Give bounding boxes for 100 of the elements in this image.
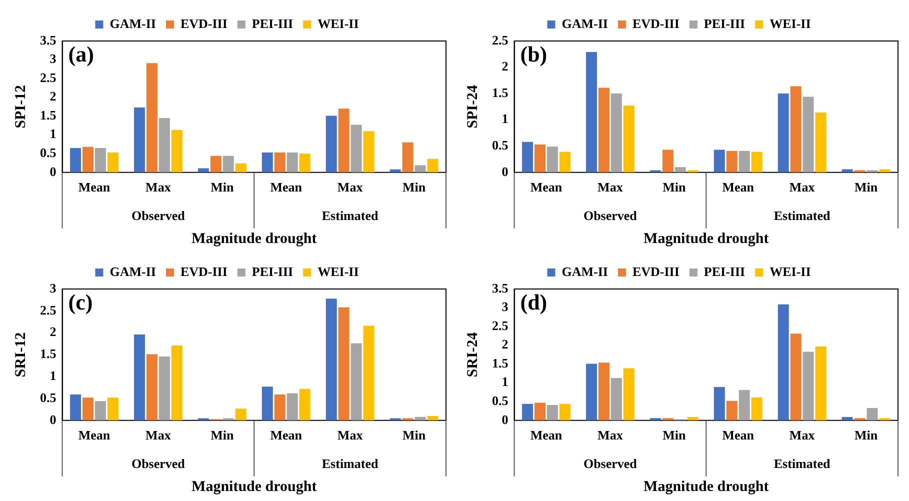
bar bbox=[70, 394, 82, 420]
x-tick-label: Max bbox=[337, 428, 364, 443]
bar bbox=[402, 142, 414, 172]
x-tick-label: Max bbox=[789, 428, 816, 443]
bar bbox=[350, 343, 362, 420]
bar bbox=[802, 96, 814, 172]
legend-label: PEI-III bbox=[252, 264, 294, 279]
bar bbox=[94, 148, 106, 172]
bar bbox=[94, 401, 106, 420]
bar bbox=[598, 88, 610, 172]
y-tick-label: 1.5 bbox=[40, 346, 57, 362]
y-tick-label: 3 bbox=[50, 51, 57, 66]
bar bbox=[546, 146, 558, 172]
y-axis-title: SPI-24 bbox=[464, 84, 481, 128]
x-tick-label: Min bbox=[210, 180, 234, 195]
y-tick-label: 1 bbox=[50, 368, 56, 383]
bar bbox=[262, 152, 273, 172]
y-tick-label: 2.5 bbox=[492, 32, 509, 48]
bar bbox=[623, 368, 634, 420]
text: Estimated bbox=[322, 208, 379, 223]
y-tick-label: 0 bbox=[50, 412, 56, 427]
bar bbox=[738, 390, 750, 420]
bar bbox=[815, 112, 826, 172]
bar bbox=[751, 152, 762, 172]
y-tick-label: 1 bbox=[502, 111, 508, 126]
y-tick-label: 0.5 bbox=[492, 392, 509, 408]
bar bbox=[546, 405, 558, 420]
x-tick-label: Min bbox=[854, 428, 878, 443]
bar bbox=[338, 108, 350, 172]
bar bbox=[559, 404, 570, 420]
bar bbox=[286, 152, 298, 172]
x-tick-label: Mean bbox=[78, 180, 111, 195]
y-tick-label: 0.5 bbox=[40, 390, 57, 405]
x-tick-label: Mean bbox=[722, 180, 755, 195]
bar bbox=[610, 94, 622, 172]
x-tick-label: Mean bbox=[530, 428, 563, 443]
text: Observed bbox=[583, 208, 638, 223]
x-tick-label: Min bbox=[662, 428, 686, 443]
bar bbox=[610, 378, 622, 420]
chart-title: (a) bbox=[68, 42, 94, 67]
bar bbox=[222, 156, 234, 172]
chart-title: (d) bbox=[520, 290, 548, 315]
bar bbox=[262, 386, 273, 420]
bar bbox=[879, 169, 890, 172]
bar bbox=[674, 167, 686, 172]
y-tick-label: 3 bbox=[502, 299, 509, 314]
text: Observed bbox=[583, 456, 638, 471]
bar bbox=[866, 408, 878, 420]
bar bbox=[326, 298, 337, 420]
bar bbox=[134, 334, 145, 420]
legend-label: GAM-II bbox=[562, 264, 608, 279]
bar bbox=[790, 334, 802, 420]
legend-label: PEI-III bbox=[252, 16, 294, 31]
y-tick-label: 1.5 bbox=[492, 355, 509, 370]
bar bbox=[714, 150, 725, 172]
y-tick-label: 1.5 bbox=[492, 84, 509, 100]
x-tick-label: Mean bbox=[722, 428, 755, 443]
bar bbox=[82, 398, 94, 420]
bar bbox=[522, 142, 534, 172]
y-tick-label: 0.5 bbox=[492, 137, 509, 152]
x-tick-label: Mean bbox=[270, 180, 303, 195]
y-tick-label: 0 bbox=[502, 164, 508, 179]
x-tick-label: Min bbox=[662, 180, 686, 195]
text: Estimated bbox=[322, 456, 379, 471]
bar bbox=[586, 364, 597, 420]
x-tick-label: Min bbox=[402, 428, 426, 443]
bar bbox=[427, 416, 438, 420]
x-tick-label: Max bbox=[337, 180, 364, 195]
bar bbox=[363, 326, 374, 420]
bar bbox=[726, 150, 738, 172]
bar bbox=[326, 116, 337, 172]
bar bbox=[522, 404, 534, 420]
x-tick-label: Max bbox=[146, 180, 172, 195]
bar bbox=[158, 356, 170, 420]
y-tick-label: 3.5 bbox=[40, 32, 57, 48]
bar bbox=[598, 362, 610, 420]
bar bbox=[146, 63, 158, 172]
bar bbox=[286, 393, 298, 420]
bar bbox=[714, 386, 725, 420]
bar bbox=[235, 408, 246, 420]
y-axis-title: SRI-24 bbox=[464, 332, 481, 378]
y-tick-label: 1 bbox=[502, 374, 508, 390]
y-tick-label: 2 bbox=[50, 324, 56, 340]
bar bbox=[274, 394, 286, 420]
x-tick-label: Max bbox=[598, 428, 624, 443]
y-tick-label: 1.5 bbox=[40, 107, 57, 122]
bar bbox=[107, 152, 118, 172]
bar bbox=[299, 388, 310, 420]
x-tick-label: Max bbox=[789, 180, 816, 195]
legend-label: EVD-III bbox=[632, 16, 680, 31]
bar bbox=[738, 150, 750, 172]
bar bbox=[338, 307, 350, 420]
bar bbox=[559, 152, 570, 172]
y-axis-title: SPI-12 bbox=[12, 85, 29, 128]
bar bbox=[815, 346, 826, 420]
y-tick-label: 0.5 bbox=[40, 144, 57, 160]
y-tick-label: 2 bbox=[50, 88, 56, 104]
legend-label: GAM-II bbox=[110, 264, 156, 279]
bar bbox=[235, 163, 246, 172]
legend-label: PEI-III bbox=[704, 264, 746, 279]
